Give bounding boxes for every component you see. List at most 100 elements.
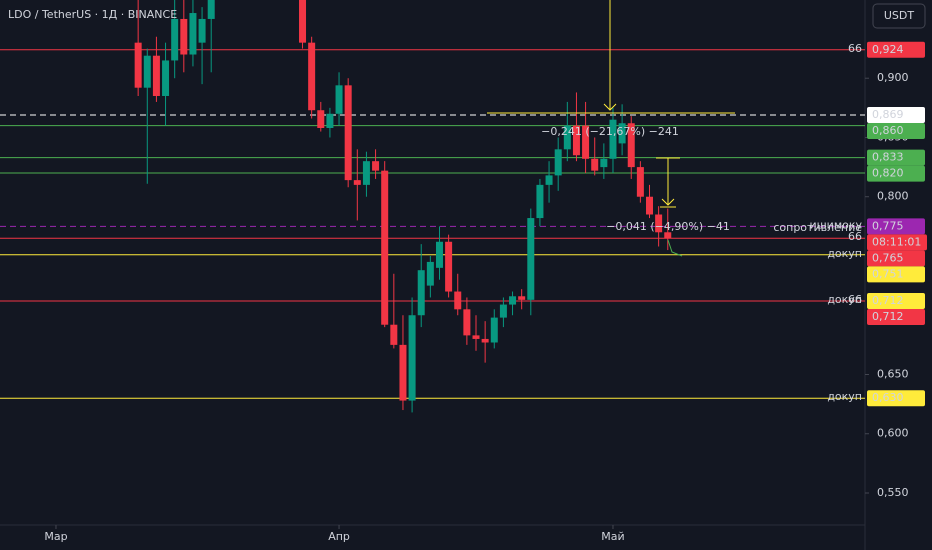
candles [134,0,672,413]
candle-body [189,13,197,55]
price-label: 0,765 [872,251,904,264]
candle-body [134,42,142,88]
candle-body [180,18,188,55]
candle-body [445,241,453,292]
candle-body [481,338,489,343]
level-note: 66 [848,293,862,306]
price-label-box [867,218,925,235]
candle-body [554,149,562,176]
countdown: 08:11:01 [872,235,921,248]
candle-body [372,161,380,171]
chart-title: LDO / TetherUS · 1Д · BINANCE [8,8,177,21]
level-note: сопротивление [773,221,862,234]
price-label-box [867,165,925,182]
candle-body [326,113,334,128]
candle-body [143,55,151,88]
candle-body [536,184,544,219]
price-label: 0,833 [872,151,904,164]
y-tick-label: 0,900 [877,71,909,84]
price-label: 0,630 [872,391,904,404]
candle-body [627,123,635,168]
measure-label: −0,241 (−21,67%) −241 [541,125,679,138]
candle-body [454,291,462,310]
candle-body [490,317,498,343]
price-label-box [867,390,925,407]
candle-body [499,304,507,318]
candle-body [472,335,480,339]
candle-body [390,324,398,345]
candle-body [353,180,361,185]
candle-body [299,0,307,43]
level-note: докуп [827,247,862,260]
price-label-box [867,309,925,326]
candle-body [572,125,580,156]
candle-body [591,158,599,171]
candle-body [563,125,571,150]
drawings [487,0,735,257]
candle-body [207,0,215,19]
price-label: 0,712 [872,310,904,323]
currency-button[interactable] [872,3,926,29]
measure-arrow [603,103,617,111]
price-label: 0,924 [872,43,904,56]
candle-body [162,60,170,96]
x-tick-label: Май [601,530,624,543]
candle-body [426,261,434,286]
candle-body [509,296,517,305]
price-label: 0,775 [872,219,904,232]
candle-body [335,85,343,114]
level-note: докуп [827,390,862,403]
candle-body [344,85,352,181]
candle-body [636,167,644,197]
price-label-box [867,149,925,166]
candle-body [527,218,535,300]
candle-body [646,196,654,215]
candle-body [308,42,316,111]
candle-body [609,119,617,159]
price-label-box [867,106,925,123]
price-label: 0,751 [872,267,904,280]
candle-body [198,18,206,43]
candle-body [600,158,608,168]
x-tick-label: Апр [328,530,350,543]
price-label-box [867,41,925,58]
currency-button-label[interactable]: USDT [884,9,915,22]
price-label: 0,869 [872,108,904,121]
candle-body [518,296,526,300]
candle-body [618,123,626,144]
candle-body [435,241,443,268]
price-label-box [867,122,925,139]
candle-body [417,270,425,316]
price-label: 0,712 [872,294,904,307]
candle-body [381,170,389,325]
price-label-box [867,293,925,310]
level-note: 66 [848,230,862,243]
candle-body [171,18,179,61]
candle-body [152,55,160,96]
candle-body [317,110,325,128]
countdown-box [867,234,927,251]
y-tick-label: 0,800 [877,190,909,203]
x-tick-label: Мар [44,530,67,543]
y-tick-label: 0,650 [877,367,909,380]
candle-body [408,315,416,401]
candle-body [582,125,590,159]
y-tick-label: 0,600 [877,427,909,440]
measure-label: −0,041 (−4,90%) −41 [606,220,730,233]
y-tick-label: 0,550 [877,486,909,499]
candle-body [655,214,663,233]
level-note: 66 [848,42,862,55]
candle-body [399,344,407,401]
level-note: ишимоку [809,218,862,231]
price-label: 0,820 [872,167,904,180]
levels [0,49,865,399]
price-label-box [867,266,925,283]
measure-arrow [661,198,675,206]
level-note: докуп [827,293,862,306]
price-label-box [867,250,925,267]
candle-body [664,232,672,239]
candle-body [545,175,553,185]
projection-arrow [667,239,683,257]
price-label: 0,860 [872,124,904,137]
